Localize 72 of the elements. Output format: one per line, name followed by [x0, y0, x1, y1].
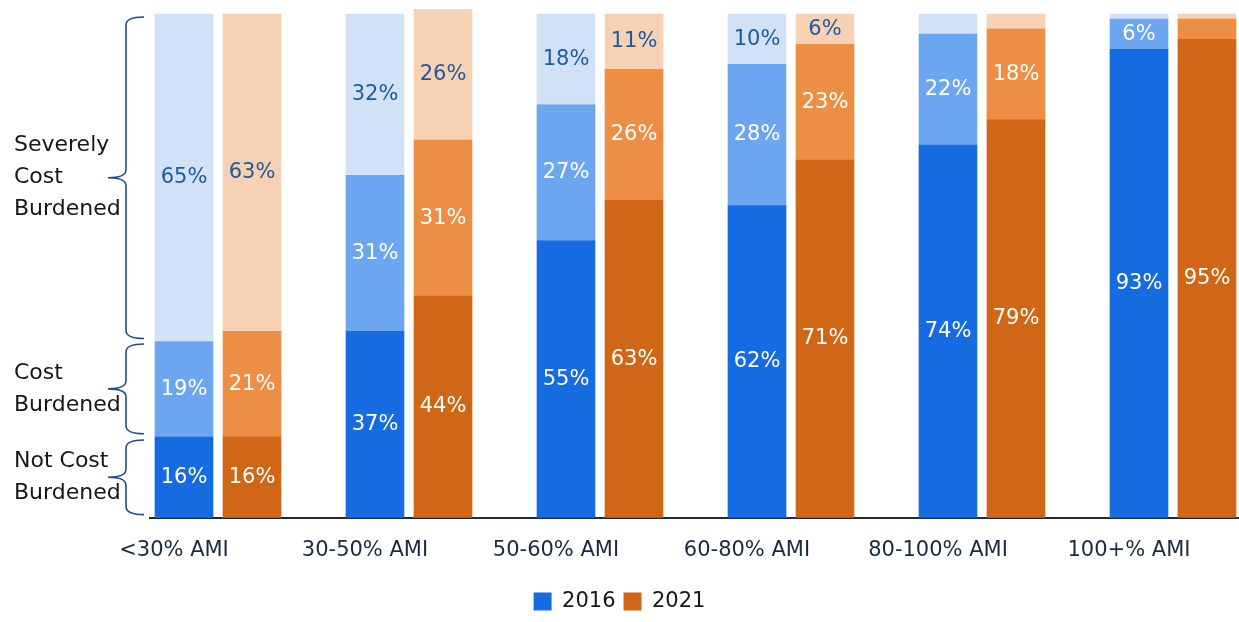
bar [222, 436, 282, 518]
data-label: 63% [610, 345, 658, 370]
legend-label: 2021 [652, 587, 706, 612]
x-tick-label: 100+% AMI [1067, 536, 1191, 561]
bar [1109, 48, 1169, 518]
data-label: 74% [924, 317, 972, 342]
data-label: 55% [542, 365, 590, 390]
legend-label: 2016 [562, 587, 616, 612]
data-label: 6% [1122, 20, 1156, 45]
data-label: 10% [733, 25, 781, 50]
bar [918, 13, 978, 35]
bar [918, 144, 978, 518]
data-label: 44% [419, 393, 467, 418]
data-label: 26% [419, 60, 467, 85]
data-label: 18% [542, 45, 590, 70]
data-label: 65% [160, 164, 208, 189]
text: Severely Cost Burdened [14, 131, 121, 221]
bar [727, 205, 787, 518]
data-label: 16% [228, 463, 276, 488]
data-label: 22% [924, 76, 972, 101]
data-label: 21% [228, 370, 276, 395]
data-label: 62% [733, 348, 781, 373]
data-label: 79% [992, 305, 1040, 330]
data-label: 11% [610, 28, 658, 53]
bar [154, 13, 214, 342]
bar [413, 139, 473, 297]
data-label: 6% [808, 15, 842, 40]
bar [986, 119, 1046, 518]
bar [536, 104, 596, 242]
bar [604, 200, 664, 518]
bar [413, 9, 473, 141]
data-label: 27% [542, 159, 590, 184]
data-label: 93% [1115, 270, 1163, 294]
x-tick-label: 30-50% AMI [301, 536, 429, 561]
data-label: 23% [801, 88, 849, 113]
bar [727, 64, 787, 206]
data-label: 95% [1183, 264, 1231, 289]
data-label: 32% [351, 81, 399, 106]
data-label: 19% [160, 375, 208, 400]
bar [986, 13, 1046, 30]
data-label: 18% [992, 60, 1040, 85]
x-tick-label: 50-60% AMI [492, 536, 620, 561]
data-label: 16% [160, 463, 208, 488]
data-label: 31% [351, 239, 399, 264]
data-label: 71% [801, 325, 849, 350]
bar [154, 341, 214, 438]
text: Not Cost Burdened [14, 447, 121, 505]
data-label: 37% [351, 411, 399, 436]
bar [1177, 18, 1237, 40]
x-tick-label: 80-100% AMI [868, 536, 1008, 561]
text: Cost Burdened [14, 359, 121, 417]
data-label: 28% [733, 121, 781, 146]
bar [154, 436, 214, 518]
data-label: 63% [228, 159, 276, 184]
bar [413, 295, 473, 518]
bar [222, 13, 282, 332]
bar [536, 240, 596, 518]
bar [795, 159, 855, 518]
bar [604, 69, 664, 201]
bar [222, 331, 282, 438]
data-label: 26% [610, 121, 658, 146]
bar [918, 33, 978, 146]
bar [536, 13, 596, 106]
x-tick-label: <30% AMI [119, 536, 229, 561]
bar [345, 13, 405, 176]
bar [1177, 38, 1237, 518]
bar [795, 43, 855, 161]
x-tick-label: 60-80% AMI [683, 536, 811, 561]
bar [345, 174, 405, 332]
bar [345, 331, 405, 518]
data-label: 31% [419, 204, 467, 229]
bar [986, 28, 1046, 121]
